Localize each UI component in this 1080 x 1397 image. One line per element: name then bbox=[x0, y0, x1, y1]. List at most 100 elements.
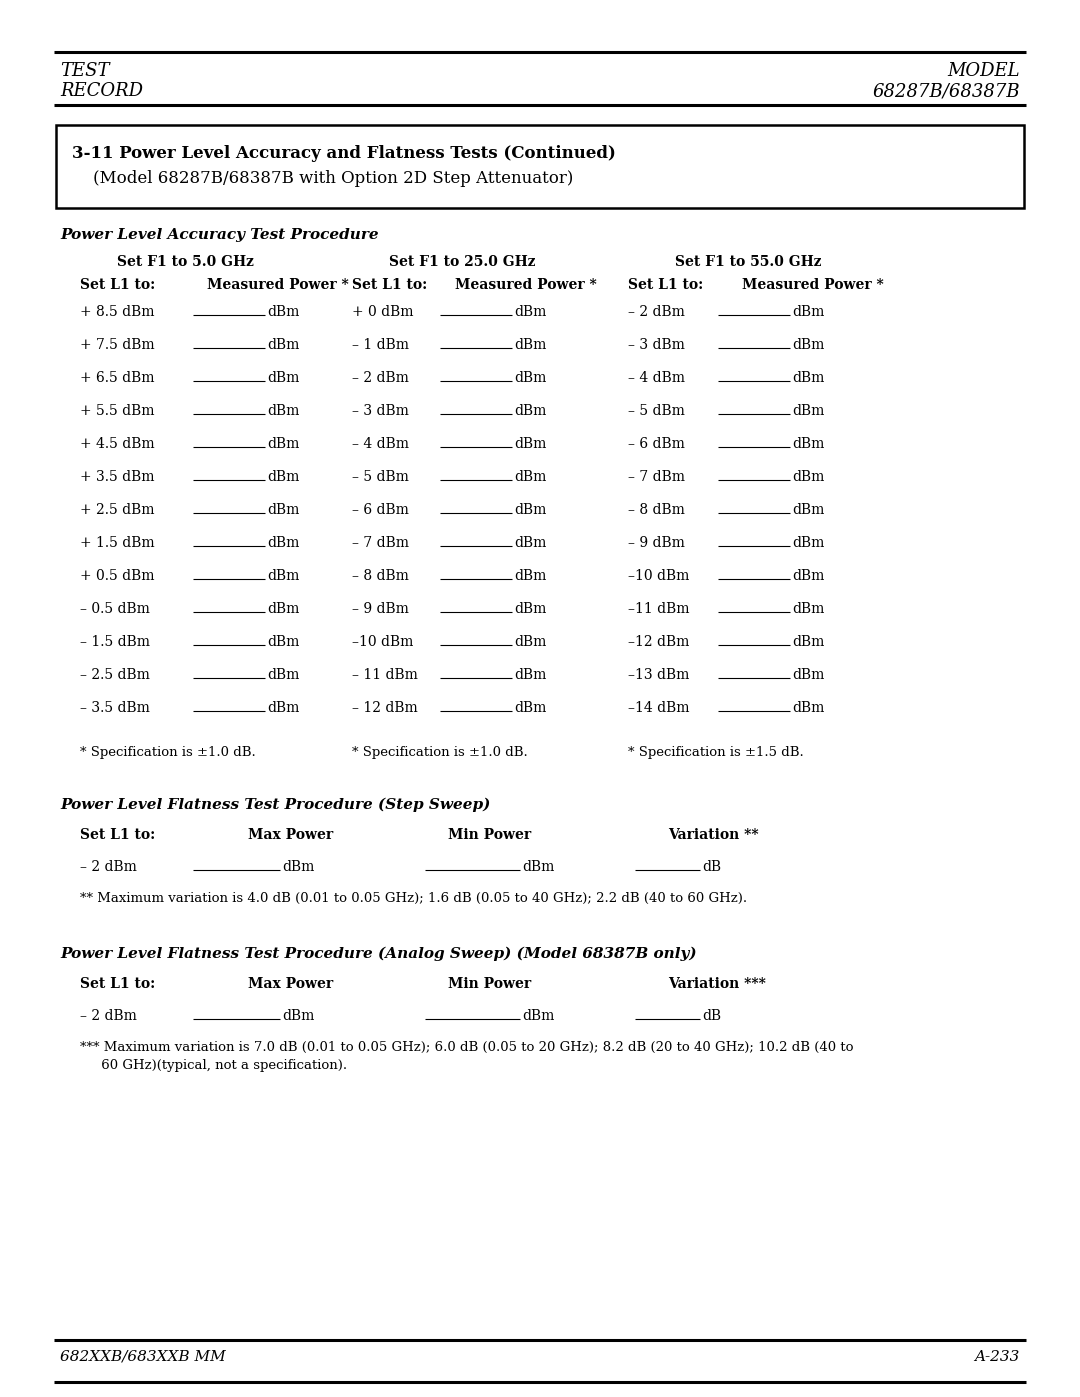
Text: – 9 dBm: – 9 dBm bbox=[352, 602, 409, 616]
Text: Min Power: Min Power bbox=[448, 828, 531, 842]
Text: dBm: dBm bbox=[267, 701, 299, 715]
Text: dBm: dBm bbox=[792, 569, 824, 583]
Text: 3-11 Power Level Accuracy and Flatness Tests (Continued): 3-11 Power Level Accuracy and Flatness T… bbox=[72, 145, 616, 162]
Text: –10 dBm: –10 dBm bbox=[352, 636, 414, 650]
Text: – 7 dBm: – 7 dBm bbox=[352, 536, 409, 550]
Text: – 2 dBm: – 2 dBm bbox=[80, 1009, 137, 1023]
Text: Set L1 to:: Set L1 to: bbox=[80, 828, 156, 842]
Text: dBm: dBm bbox=[514, 569, 546, 583]
Text: dBm: dBm bbox=[514, 636, 546, 650]
Text: dBm: dBm bbox=[514, 437, 546, 451]
Text: – 4 dBm: – 4 dBm bbox=[627, 372, 685, 386]
Text: dBm: dBm bbox=[792, 469, 824, 483]
Text: dBm: dBm bbox=[792, 668, 824, 682]
Text: dBm: dBm bbox=[792, 404, 824, 418]
Text: dBm: dBm bbox=[267, 305, 299, 319]
Text: Set L1 to:: Set L1 to: bbox=[80, 977, 156, 990]
Text: + 0 dBm: + 0 dBm bbox=[352, 305, 414, 319]
Text: – 6 dBm: – 6 dBm bbox=[352, 503, 409, 517]
Text: – 2 dBm: – 2 dBm bbox=[352, 372, 409, 386]
Text: MODEL: MODEL bbox=[947, 61, 1020, 80]
Text: dBm: dBm bbox=[514, 602, 546, 616]
Text: – 12 dBm: – 12 dBm bbox=[352, 701, 418, 715]
Text: * Specification is ±1.5 dB.: * Specification is ±1.5 dB. bbox=[627, 746, 804, 759]
Text: – 5 dBm: – 5 dBm bbox=[352, 469, 409, 483]
Text: 68287B/68387B: 68287B/68387B bbox=[873, 82, 1020, 101]
Text: dBm: dBm bbox=[267, 536, 299, 550]
Text: TEST: TEST bbox=[60, 61, 109, 80]
Text: dBm: dBm bbox=[514, 372, 546, 386]
Text: dBm: dBm bbox=[514, 668, 546, 682]
Text: – 2 dBm: – 2 dBm bbox=[627, 305, 685, 319]
Text: Set L1 to:: Set L1 to: bbox=[627, 278, 703, 292]
Text: + 7.5 dBm: + 7.5 dBm bbox=[80, 338, 154, 352]
Text: dBm: dBm bbox=[522, 1009, 554, 1023]
Text: Measured Power *: Measured Power * bbox=[207, 278, 349, 292]
Text: dBm: dBm bbox=[792, 602, 824, 616]
Text: dBm: dBm bbox=[792, 503, 824, 517]
Text: + 5.5 dBm: + 5.5 dBm bbox=[80, 404, 154, 418]
Text: – 1 dBm: – 1 dBm bbox=[352, 338, 409, 352]
Text: dBm: dBm bbox=[522, 861, 554, 875]
Text: dBm: dBm bbox=[514, 701, 546, 715]
Text: dBm: dBm bbox=[792, 338, 824, 352]
Text: – 6 dBm: – 6 dBm bbox=[627, 437, 685, 451]
Text: –13 dBm: –13 dBm bbox=[627, 668, 689, 682]
Text: – 8 dBm: – 8 dBm bbox=[352, 569, 409, 583]
Text: 682XXB/683XXB MM: 682XXB/683XXB MM bbox=[60, 1350, 226, 1363]
Text: – 2 dBm: – 2 dBm bbox=[80, 861, 137, 875]
Text: dBm: dBm bbox=[267, 668, 299, 682]
Text: – 11 dBm: – 11 dBm bbox=[352, 668, 418, 682]
Text: Set F1 to 55.0 GHz: Set F1 to 55.0 GHz bbox=[675, 256, 821, 270]
Text: + 4.5 dBm: + 4.5 dBm bbox=[80, 437, 154, 451]
Text: dBm: dBm bbox=[267, 569, 299, 583]
Text: * Specification is ±1.0 dB.: * Specification is ±1.0 dB. bbox=[80, 746, 256, 759]
Text: dBm: dBm bbox=[514, 305, 546, 319]
Text: dBm: dBm bbox=[282, 861, 314, 875]
Text: + 2.5 dBm: + 2.5 dBm bbox=[80, 503, 154, 517]
Text: –10 dBm: –10 dBm bbox=[627, 569, 689, 583]
Text: dBm: dBm bbox=[792, 305, 824, 319]
Text: Power Level Flatness Test Procedure (Analog Sweep) (Model 68387B only): Power Level Flatness Test Procedure (Ana… bbox=[60, 947, 697, 961]
Text: RECORD: RECORD bbox=[60, 82, 143, 101]
Text: – 3 dBm: – 3 dBm bbox=[352, 404, 409, 418]
Text: dBm: dBm bbox=[514, 536, 546, 550]
Text: – 9 dBm: – 9 dBm bbox=[627, 536, 685, 550]
Text: Set L1 to:: Set L1 to: bbox=[80, 278, 156, 292]
Text: *** Maximum variation is 7.0 dB (0.01 to 0.05 GHz); 6.0 dB (0.05 to 20 GHz); 8.2: *** Maximum variation is 7.0 dB (0.01 to… bbox=[80, 1041, 853, 1053]
Bar bbox=[56, 124, 1024, 208]
Text: Max Power: Max Power bbox=[248, 977, 333, 990]
Text: Power Level Accuracy Test Procedure: Power Level Accuracy Test Procedure bbox=[60, 228, 379, 242]
Text: – 3 dBm: – 3 dBm bbox=[627, 338, 685, 352]
Text: dBm: dBm bbox=[267, 372, 299, 386]
Text: – 4 dBm: – 4 dBm bbox=[352, 437, 409, 451]
Text: dBm: dBm bbox=[267, 503, 299, 517]
Text: dBm: dBm bbox=[267, 437, 299, 451]
Text: + 6.5 dBm: + 6.5 dBm bbox=[80, 372, 154, 386]
Text: dBm: dBm bbox=[792, 701, 824, 715]
Text: – 2.5 dBm: – 2.5 dBm bbox=[80, 668, 150, 682]
Text: Power Level Flatness Test Procedure (Step Sweep): Power Level Flatness Test Procedure (Ste… bbox=[60, 798, 490, 813]
Text: dBm: dBm bbox=[792, 372, 824, 386]
Text: + 3.5 dBm: + 3.5 dBm bbox=[80, 469, 154, 483]
Text: dBm: dBm bbox=[267, 404, 299, 418]
Text: (Model 68287B/68387B with Option 2D Step Attenuator): (Model 68287B/68387B with Option 2D Step… bbox=[72, 170, 573, 187]
Text: dBm: dBm bbox=[282, 1009, 314, 1023]
Text: Variation ***: Variation *** bbox=[669, 977, 766, 990]
Text: dBm: dBm bbox=[267, 636, 299, 650]
Text: –14 dBm: –14 dBm bbox=[627, 701, 689, 715]
Text: dBm: dBm bbox=[514, 503, 546, 517]
Text: Max Power: Max Power bbox=[248, 828, 333, 842]
Text: dB: dB bbox=[702, 861, 721, 875]
Text: dB: dB bbox=[702, 1009, 721, 1023]
Text: + 8.5 dBm: + 8.5 dBm bbox=[80, 305, 154, 319]
Text: ** Maximum variation is 4.0 dB (0.01 to 0.05 GHz); 1.6 dB (0.05 to 40 GHz); 2.2 : ** Maximum variation is 4.0 dB (0.01 to … bbox=[80, 893, 747, 905]
Text: Variation **: Variation ** bbox=[669, 828, 758, 842]
Text: 60 GHz)(typical, not a specification).: 60 GHz)(typical, not a specification). bbox=[80, 1059, 347, 1071]
Text: –12 dBm: –12 dBm bbox=[627, 636, 689, 650]
Text: dBm: dBm bbox=[514, 469, 546, 483]
Text: dBm: dBm bbox=[267, 469, 299, 483]
Text: Measured Power *: Measured Power * bbox=[742, 278, 883, 292]
Text: –11 dBm: –11 dBm bbox=[627, 602, 689, 616]
Text: A-233: A-233 bbox=[974, 1350, 1020, 1363]
